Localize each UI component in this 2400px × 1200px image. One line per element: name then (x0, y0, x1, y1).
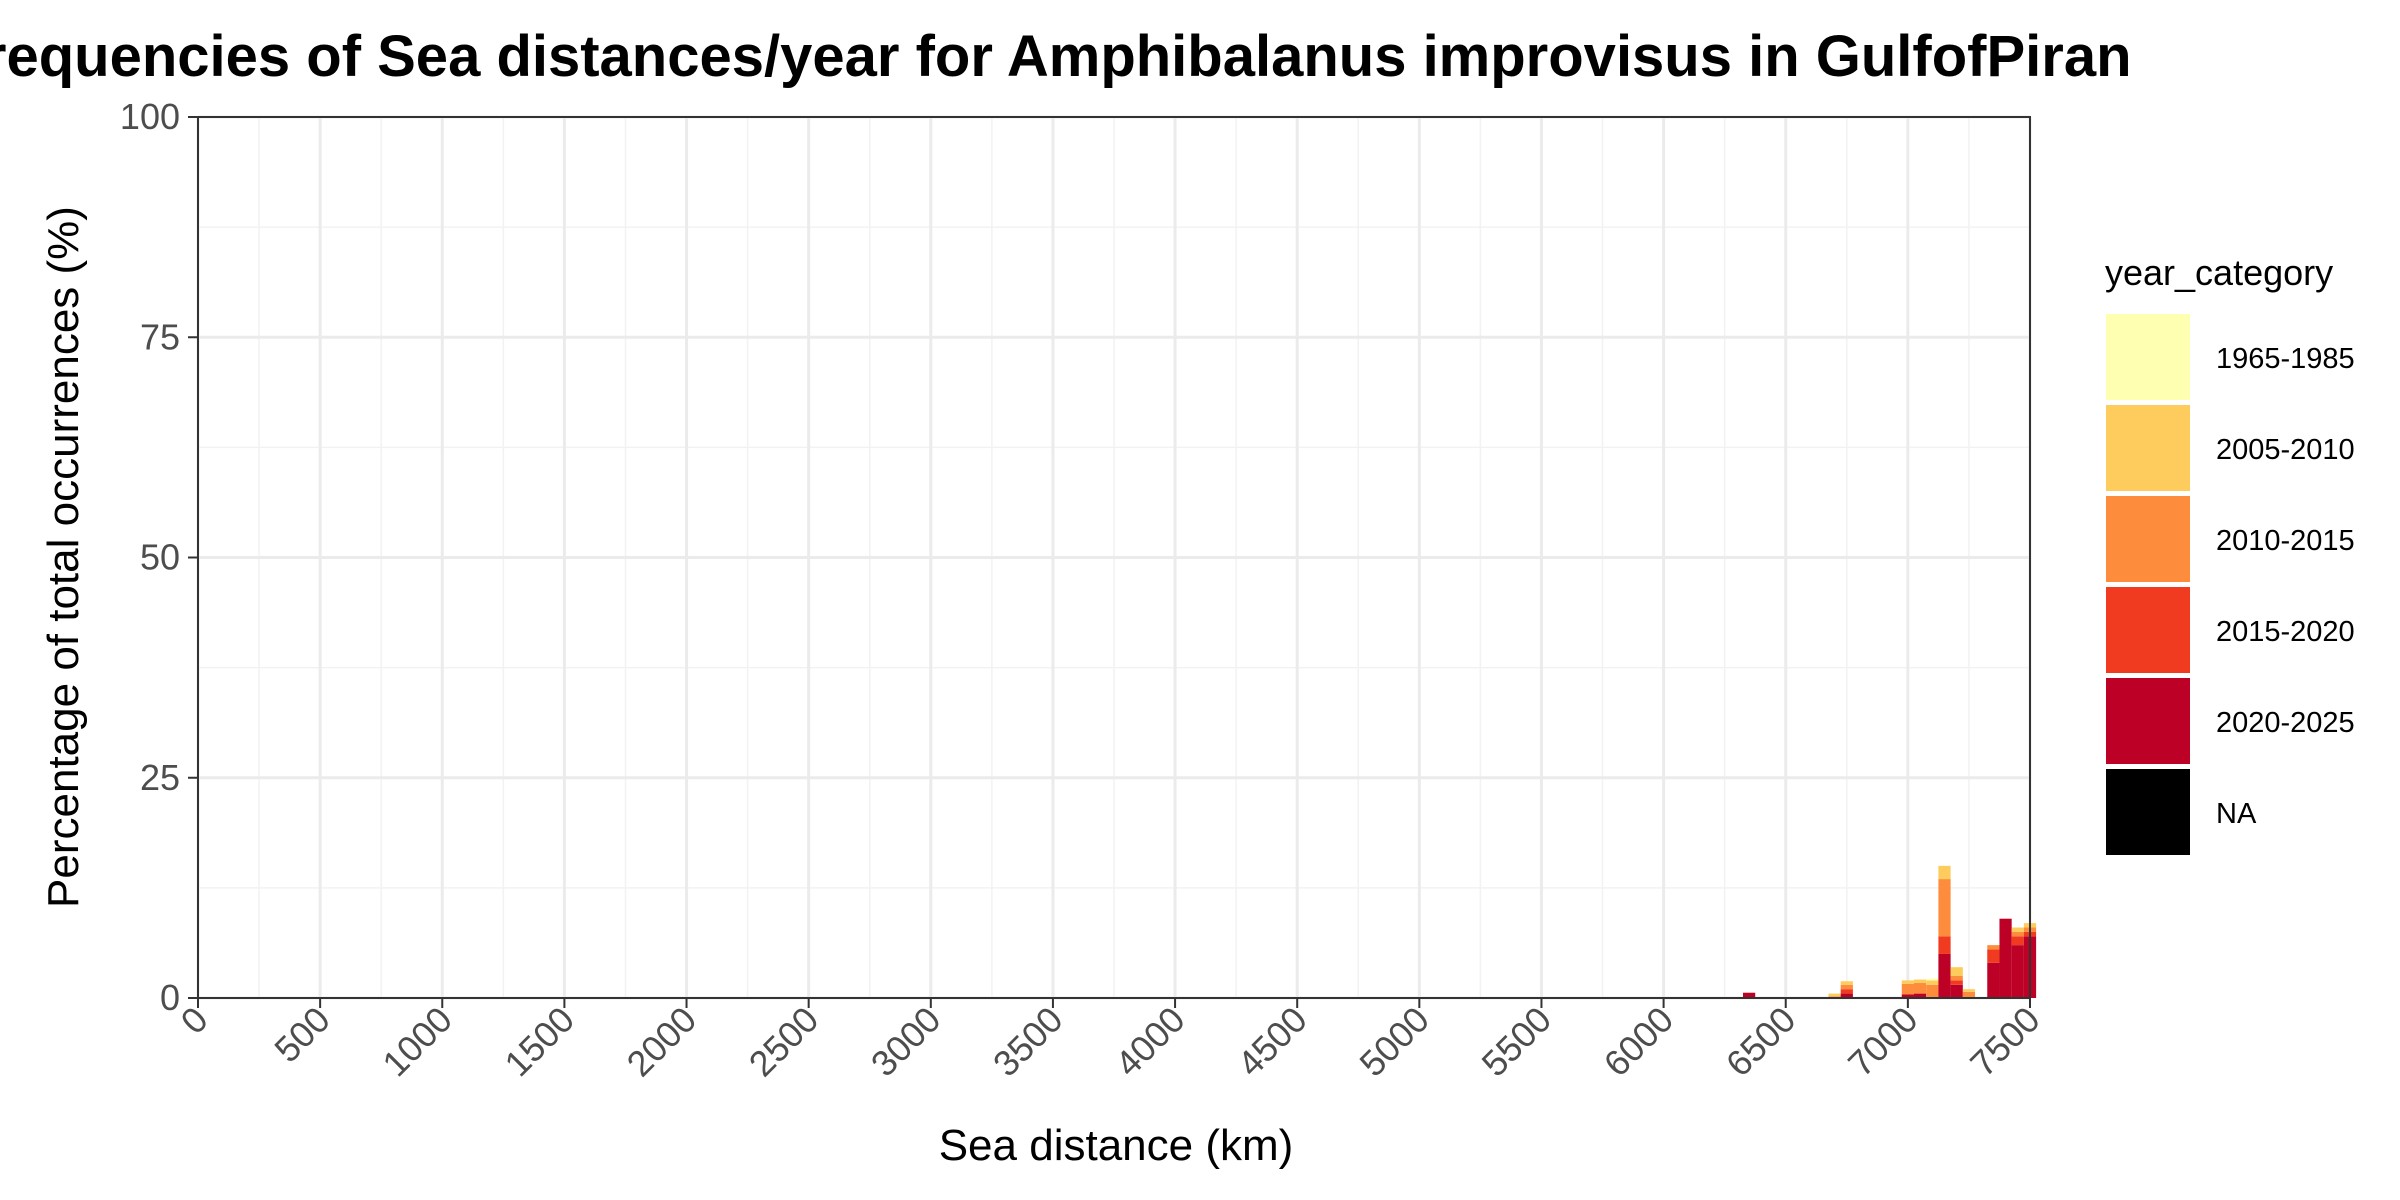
bar-segment (1901, 980, 1914, 984)
x-tick-label: 3000 (863, 999, 949, 1085)
bar-segment (1828, 993, 1841, 997)
legend-label: NA (2216, 798, 2257, 830)
bar-segment (1938, 879, 1951, 937)
bar-segment (1913, 979, 1927, 984)
bar-segment (1950, 975, 1963, 981)
bar-segment (1840, 984, 1853, 990)
bar-segment (1962, 989, 1976, 992)
bar-segment (1926, 980, 1939, 985)
legend-swatch (2106, 587, 2190, 673)
bar-segment (1938, 953, 1951, 998)
bar-segment (1987, 962, 2000, 998)
x-tick-label: 5500 (1473, 999, 1559, 1085)
plot-area (196, 115, 2037, 1000)
legend-swatch (2106, 769, 2190, 855)
legend-swatch (2106, 405, 2190, 491)
legend-label: 1965-1985 (2216, 343, 2355, 375)
bar-segment (1987, 949, 2000, 963)
legend: year_category 1965-1985 2005-2010 2010-201… (2105, 252, 2355, 855)
x-axis-title: Sea distance (km) (939, 1121, 1294, 1170)
legend-swatch (2106, 496, 2190, 582)
bar-segment (1999, 918, 2012, 998)
bar-segment (1913, 993, 1927, 998)
x-tick-label: 7000 (1840, 999, 1926, 1085)
bar-segment (1840, 993, 1853, 998)
legend-label: 2010-2015 (2216, 525, 2355, 557)
x-tick-label: 2500 (741, 999, 827, 1085)
bar-segment (1901, 994, 1914, 998)
x-tick-label: 6000 (1596, 999, 1682, 1085)
legend-title: year_category (2105, 252, 2333, 293)
x-tick-label: 4500 (1229, 999, 1315, 1085)
bar-segment (1840, 981, 1853, 985)
x-tick-label: 2000 (619, 999, 705, 1085)
y-tick-label: 25 (140, 757, 180, 798)
legend-items: 1965-1985 2005-2010 2010-2015 2015-2020 2020… (2106, 314, 2355, 855)
x-tick-label: 3500 (985, 999, 1071, 1085)
bar-segment (1950, 967, 1963, 976)
y-axis-title: Percentage of total occurrences (%) (39, 206, 88, 908)
bar-segment (1742, 992, 1756, 998)
bar-segment (1926, 984, 1939, 998)
bar-segment (2011, 936, 2024, 946)
y-tick-label: 50 (140, 537, 180, 578)
y-tick-label: 100 (120, 96, 180, 137)
legend-swatch (2106, 678, 2190, 764)
bar-segment (1926, 978, 1939, 981)
y-tick-label: 75 (140, 316, 180, 357)
bar-segment (1938, 865, 1951, 880)
legend-label: 2015-2020 (2216, 616, 2355, 648)
bar-segment (1950, 980, 1963, 985)
bar-segment (1962, 991, 1976, 998)
x-tick-label: 5000 (1351, 999, 1437, 1085)
bar-segment (1913, 983, 1927, 994)
bar-segment (2011, 927, 2024, 932)
x-tick-label: 500 (266, 999, 337, 1070)
x-tick-label: 6500 (1718, 999, 1804, 1085)
bar-segment (1938, 936, 1951, 954)
x-tick-label: 0 (173, 999, 216, 1042)
legend-swatch (2106, 314, 2190, 400)
bar-segment (1950, 984, 1963, 998)
chart-title: Frequencies of Sea distances/year for Am… (0, 24, 2132, 89)
bar-segment (2011, 945, 2024, 998)
bar-segment (1987, 945, 2000, 950)
bar-segment (1840, 989, 1853, 994)
x-axis: 0 500 1000 1500 2000 2500 3000 3500 4000 4500 5000… (173, 998, 2048, 1084)
x-tick-label: 1000 (374, 999, 460, 1085)
x-tick-label: 1500 (496, 999, 582, 1085)
bar-segment (2011, 931, 2024, 937)
x-tick-label: 7500 (1962, 999, 2048, 1085)
y-tick-label: 0 (160, 977, 180, 1018)
legend-label: 2005-2010 (2216, 434, 2355, 466)
legend-label: 2020-2025 (2216, 707, 2355, 739)
x-tick-label: 4000 (1107, 999, 1193, 1085)
y-axis: 0 25 50 75 100 (120, 96, 198, 1018)
bar-segment (1901, 983, 1914, 995)
